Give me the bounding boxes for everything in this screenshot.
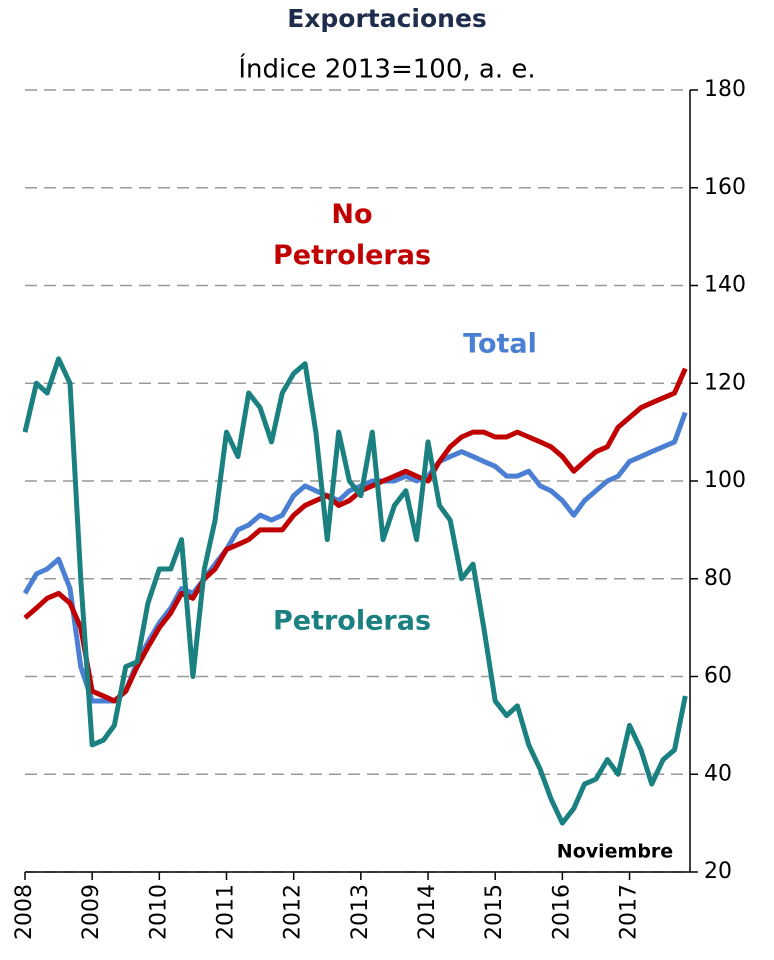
y-tick-label: 80	[704, 566, 732, 591]
y-tick-label: 140	[704, 273, 746, 298]
x-tick-label: 2016	[549, 884, 574, 940]
y-tick-label: 60	[704, 664, 732, 689]
series-line	[22, 411, 688, 704]
series-label: Total	[463, 329, 537, 360]
series-label-line: Petroleras	[273, 240, 431, 271]
series-line	[22, 356, 688, 826]
y-tick-label: 100	[704, 468, 746, 493]
x-tick-label: 2013	[348, 884, 373, 940]
x-tick-label: 2011	[214, 884, 239, 940]
chart-title: Exportaciones	[287, 4, 487, 33]
y-tick-label: 160	[704, 175, 746, 200]
x-tick-label: 2009	[79, 884, 104, 940]
x-tick-label: 2010	[146, 884, 171, 940]
y-tick-label: 20	[704, 859, 732, 884]
y-tick-label: 120	[704, 370, 746, 395]
annotation: Noviembre	[557, 841, 673, 863]
x-tick-label: 2015	[482, 884, 507, 940]
series-label: Petroleras	[273, 606, 431, 637]
y-tick-label: 40	[704, 761, 732, 786]
series-line	[23, 367, 688, 704]
series-label-line: No	[331, 199, 372, 230]
series-label: No Petroleras	[273, 199, 431, 271]
chart-subtitle: Índice 2013=100, a. e.	[238, 53, 535, 85]
x-tick-label: 2017	[617, 884, 642, 940]
x-tick-label: 2014	[415, 884, 440, 940]
x-tick-label: 2008	[12, 884, 37, 940]
y-tick-label: 180	[704, 77, 746, 102]
x-tick-label: 2012	[281, 884, 306, 940]
